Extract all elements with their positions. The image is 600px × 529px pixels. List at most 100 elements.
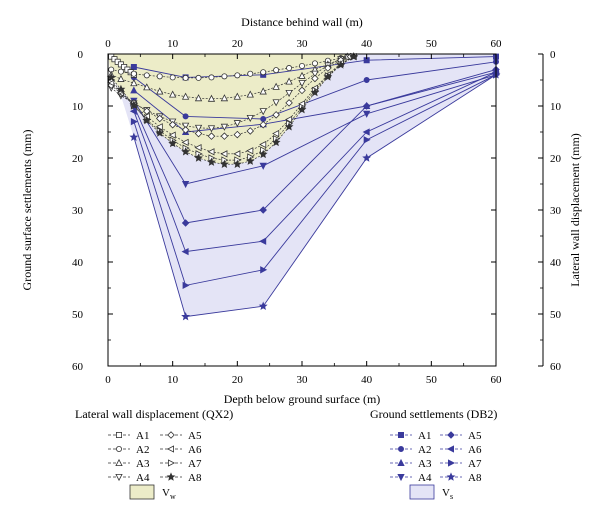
legend-entry-a4: A4 <box>108 472 150 484</box>
legend-marker <box>167 431 175 439</box>
wall-point-a3 <box>285 77 293 85</box>
wall-point-a2 <box>221 73 228 80</box>
top-x-tick-label: 30 <box>297 38 309 50</box>
legend-marker <box>397 431 404 438</box>
vw-region <box>108 54 354 165</box>
settlement-point-a2 <box>363 77 370 84</box>
legend-entry-a2: A2 <box>390 444 431 456</box>
wall-series-a8 <box>106 51 359 168</box>
wall-point-a8 <box>336 60 346 69</box>
bottom-x-tick-label: 50 <box>426 374 438 386</box>
wall-point-a5 <box>194 129 203 138</box>
wall-line-a4 <box>110 56 351 129</box>
wall-point-a8 <box>194 153 203 162</box>
wall-point-a5 <box>298 86 306 95</box>
wall-point-a8 <box>116 84 126 94</box>
legend-marker <box>115 458 123 467</box>
wall-point-a5 <box>220 132 229 140</box>
legend-label: A5 <box>468 430 482 442</box>
wall-point-a2 <box>169 74 176 81</box>
settlement-point-a4 <box>181 180 190 189</box>
legend-vs-sub: s <box>450 492 453 501</box>
wall-line-a7 <box>110 56 354 161</box>
settlement-series-a5 <box>130 65 500 227</box>
bottom-x-tick-label: 30 <box>297 374 309 386</box>
wall-point-a3 <box>246 90 254 98</box>
settlement-point-a1 <box>130 64 137 71</box>
legend-vs-main: V <box>442 487 450 499</box>
legend-entry-a6: A6 <box>440 444 482 456</box>
legend-entry-a8: A8 <box>160 472 202 484</box>
left-y-tick-label: 60 <box>72 361 84 373</box>
legend-vw-label: Vw <box>162 487 176 501</box>
wall-point-a4 <box>220 123 229 131</box>
wall-point-a5 <box>324 64 332 72</box>
wall-point-a4 <box>194 124 203 132</box>
legend-entry-a5: A5 <box>440 430 482 442</box>
wall-point-a2 <box>247 70 254 77</box>
right-y-tick-label: 30 <box>550 205 562 217</box>
legend-vw-sub: w <box>170 492 176 501</box>
wall-point-a4 <box>272 99 280 107</box>
settlement-point-a6 <box>181 247 189 256</box>
wall-point-a2 <box>195 74 202 81</box>
legend-vs-label: Vs <box>442 487 453 501</box>
wall-point-a3 <box>169 90 177 98</box>
left-y-axis-title: Ground surface settlements (mm) <box>20 130 34 291</box>
left-y-tick-label: 10 <box>72 101 84 113</box>
axes-group: 0 0 10 10 20 20 30 30 40 40 50 50 60 60 0 0 10 10 20 20 30 30… <box>72 38 562 386</box>
top-x-axis-title: Distance behind wall (m) <box>241 15 363 29</box>
legend-entry-a1: A1 <box>108 430 149 442</box>
settlement-point-a4 <box>363 110 371 118</box>
wall-point-a6 <box>168 131 176 139</box>
wall-point-a3 <box>143 83 151 91</box>
settlement-point-a8 <box>129 132 139 141</box>
wall-point-a8 <box>129 100 139 109</box>
legend-entry-a3: A3 <box>108 458 150 470</box>
wall-point-a6 <box>155 123 163 131</box>
legend-entry-a3: A3 <box>390 458 432 470</box>
bottom-x-tick-label: 20 <box>232 374 244 386</box>
wall-point-a2 <box>260 69 267 76</box>
wall-point-a6 <box>194 143 202 152</box>
legend-marker <box>447 459 456 467</box>
wall-point-a8 <box>349 51 359 61</box>
wall-point-a2 <box>130 70 137 77</box>
wall-point-a5 <box>259 120 267 129</box>
wall-point-a2 <box>143 72 150 79</box>
wall-point-a3 <box>156 87 164 95</box>
wall-point-a5 <box>272 111 280 119</box>
wall-point-a3 <box>181 92 190 100</box>
wall-point-a8 <box>284 122 294 131</box>
settlement-point-a6 <box>259 237 267 245</box>
wall-point-a4 <box>207 125 216 133</box>
legend-entry-a2: A2 <box>108 444 149 456</box>
legend-entry-a7: A7 <box>160 458 202 470</box>
legend-label: A2 <box>418 444 431 456</box>
wall-point-a2 <box>298 62 305 69</box>
legend-settlement-entries: A1 A5 A2 A6 A3 A7 A4 A8 <box>390 430 482 484</box>
wall-point-a2 <box>182 74 189 81</box>
wall-point-a4 <box>181 122 190 130</box>
wall-point-a3 <box>272 82 280 90</box>
top-x-tick-label: 50 <box>426 38 438 50</box>
settlement-series-a8 <box>129 70 501 321</box>
legend-label: A6 <box>188 444 202 456</box>
wall-series-group <box>106 51 359 168</box>
right-y-tick-label: 10 <box>550 101 562 113</box>
wall-point-a5 <box>246 127 255 135</box>
top-x-tick-label: 0 <box>105 38 111 50</box>
wall-point-a2 <box>117 68 124 75</box>
wall-point-a6 <box>181 138 189 147</box>
legend-label: A2 <box>136 444 149 456</box>
wall-point-a2 <box>311 60 318 67</box>
legend-label: A8 <box>468 472 482 484</box>
left-y-tick-label: 0 <box>78 49 84 61</box>
legend-label: A3 <box>136 458 150 470</box>
legend-wall-title: Lateral wall displacement (QX2) <box>75 407 233 421</box>
settlement-point-a5 <box>181 219 190 227</box>
right-y-tick-label: 40 <box>550 257 562 269</box>
wall-point-a8 <box>245 156 255 165</box>
wall-point-a5 <box>233 130 242 139</box>
legend-entry-a6: A6 <box>160 444 202 456</box>
